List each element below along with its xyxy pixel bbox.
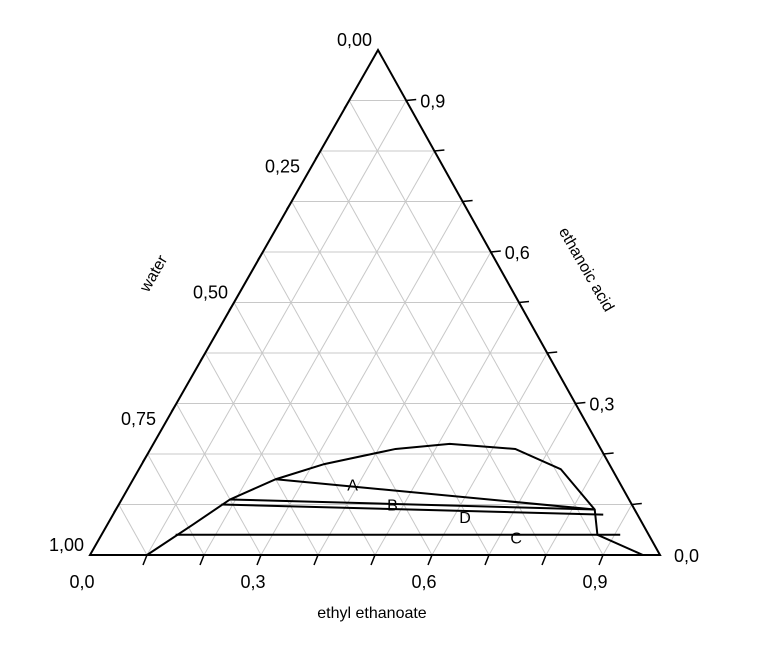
bottom-axis-tick	[256, 554, 262, 566]
tie-line-a	[275, 478, 595, 511]
right-axis-tick	[434, 149, 445, 152]
tie-line-d	[221, 503, 604, 516]
left-axis-tick	[141, 453, 149, 463]
right-axis-tick	[490, 250, 501, 253]
gridline-water	[118, 504, 148, 556]
left-axis-tick	[343, 100, 350, 109]
gridline-ester	[602, 504, 633, 556]
bottom-axis-tick	[199, 554, 205, 566]
bottom-axis-tick	[484, 554, 490, 566]
gridline-water	[204, 352, 319, 556]
bottom-tick-label: 0,0	[69, 572, 94, 592]
gridline-water	[175, 403, 262, 556]
gridline-ester	[431, 352, 548, 556]
right-axis-tick	[406, 98, 417, 102]
tie-line-label-b: B	[387, 498, 398, 515]
right-axis-tick	[575, 401, 586, 405]
tie-line-label-d: D	[459, 510, 471, 527]
bottom-axis-tick	[142, 554, 148, 566]
left-axis-tick	[228, 302, 235, 311]
right-tick-label: 0,9	[420, 92, 445, 112]
right-tick-label: 0,6	[505, 243, 530, 263]
grid	[118, 100, 633, 556]
right-axis-tick	[547, 351, 558, 354]
tie-line-label-c: C	[510, 530, 522, 547]
labels: 0,0 0,3 0,6 0,9 0,0 0,3 0,6 0,9 0,00 0,25 0,50 0,75…	[49, 30, 699, 592]
gridline-water	[348, 100, 604, 556]
gridline-water	[233, 302, 376, 556]
gridline-ester	[545, 453, 605, 556]
bottom-tick-label: 0,6	[411, 572, 436, 592]
bottom-axis-tick	[427, 554, 433, 566]
axis-ticks	[113, 98, 642, 566]
tie-lines	[175, 478, 621, 536]
bottom-axis-title: ethyl ethanoate	[317, 605, 427, 622]
gridline-ester	[260, 201, 464, 556]
gridline-water	[147, 453, 205, 556]
right-axis-tick	[518, 300, 530, 304]
bottom-axis-tick	[370, 554, 376, 566]
bottom-axis-tick	[541, 554, 547, 566]
left-tick-label: 1,00	[49, 535, 84, 555]
gridline-ester	[488, 403, 576, 556]
right-tick-label: 0,3	[589, 395, 614, 415]
right-tick-label: 0,0	[674, 546, 699, 566]
gridline-ester	[146, 100, 407, 556]
bottom-axis-tick	[313, 554, 319, 566]
bottom-tick-label: 0,3	[240, 572, 265, 592]
left-axis-tick	[170, 403, 178, 412]
tie-line-b	[229, 498, 595, 511]
bottom-tick-label: 0,9	[582, 572, 607, 592]
tie-line-label-a: A	[347, 477, 358, 494]
right-axis-tick	[631, 502, 642, 506]
left-axis-tick	[257, 251, 264, 261]
right-axis-tick	[462, 199, 473, 203]
left-axis-tick	[314, 150, 322, 160]
left-tick-label: 0,50	[193, 283, 228, 303]
left-axis-tick	[199, 352, 206, 362]
left-axis-tick	[285, 201, 293, 210]
left-axis-title: water	[136, 252, 171, 296]
left-tick-label: 0,25	[265, 156, 300, 176]
left-tick-label: 0,00	[337, 30, 372, 50]
right-axis-title: ethanoic acid	[555, 225, 617, 315]
left-tick-label: 0,75	[121, 409, 156, 429]
right-axis-tick	[603, 452, 614, 455]
gridline-ester	[374, 302, 520, 556]
left-axis-tick	[113, 504, 120, 513]
bottom-axis-tick	[598, 554, 604, 566]
